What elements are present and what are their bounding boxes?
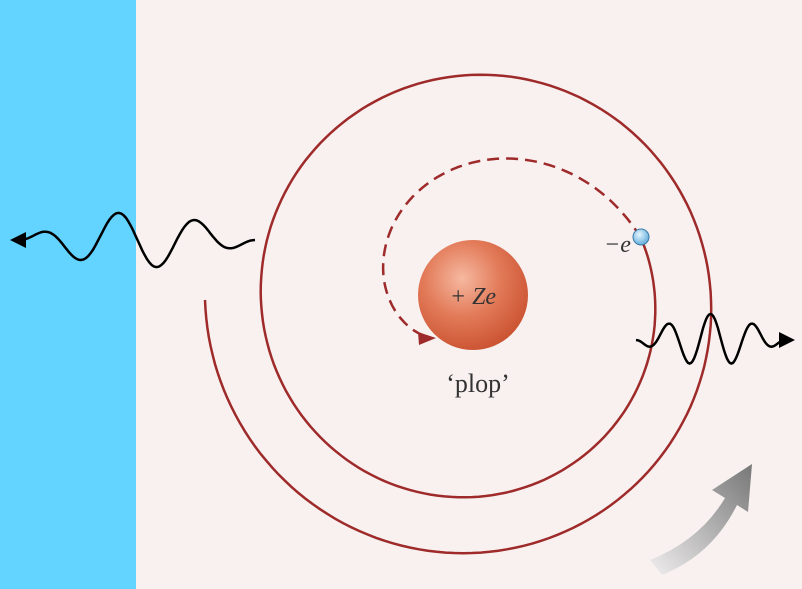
emitted-wave-right [635,312,786,365]
electron [632,228,650,246]
spiral-orbit [203,73,713,555]
nucleus [418,240,528,350]
side-strip [0,0,136,589]
wave-arrowhead-left [10,232,26,248]
emitted-wave-left [19,211,256,269]
motion-arrow [650,464,752,575]
collapse-path [381,157,643,339]
collapse-arrowhead [418,332,436,345]
nucleus-label: + Ze [450,284,497,310]
wave-arrowhead-right [779,332,795,348]
plop-label: ‘plop’ [446,369,510,398]
electron-label: −e [604,232,631,258]
